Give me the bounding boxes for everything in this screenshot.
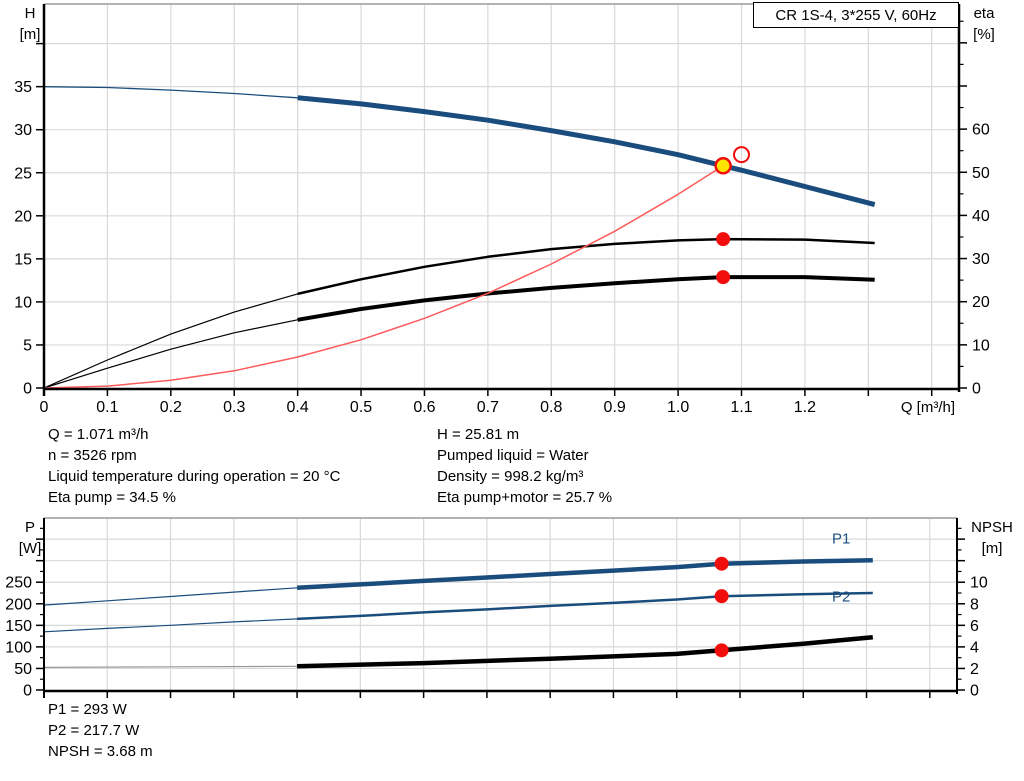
svg-text:5: 5 xyxy=(23,337,32,354)
power-data-text: P1 = 293 W P2 = 217.7 W NPSH = 3.68 m xyxy=(48,699,153,762)
svg-text:0.4: 0.4 xyxy=(287,399,309,416)
svg-text:250: 250 xyxy=(5,575,32,592)
operating-data-right: H = 25.81 m Pumped liquid = Water Densit… xyxy=(437,424,612,508)
p1-curve xyxy=(43,587,298,606)
p1-duty-dot xyxy=(714,556,729,571)
svg-text:50: 50 xyxy=(972,165,990,182)
p2-duty-dot xyxy=(714,589,729,604)
svg-text:30: 30 xyxy=(14,122,32,139)
svg-text:0.8: 0.8 xyxy=(540,399,562,416)
power-npsh-chart: 0 50 100 150 200 250 0 2 4 6 8 10 P [W] NPSH [m] P1 P2 xyxy=(5,517,1013,698)
svg-text:0.3: 0.3 xyxy=(223,399,245,416)
curve-labels: P1 P2 xyxy=(832,530,850,605)
svg-text:20: 20 xyxy=(972,294,990,311)
eta-pump-curve xyxy=(43,293,298,389)
svg-text:NPSH: NPSH xyxy=(971,519,1013,536)
head-curve xyxy=(43,86,298,99)
eta-pump-motor-curve xyxy=(43,319,298,389)
eta-pump-motor-curve xyxy=(297,275,875,322)
svg-text:Q [m³/h]: Q [m³/h] xyxy=(901,399,955,416)
svg-text:0.9: 0.9 xyxy=(604,399,626,416)
svg-text:8: 8 xyxy=(970,596,979,613)
info-line-h: H = 25.81 m xyxy=(437,426,520,443)
info-line-q: Q = 1.071 m³/h xyxy=(48,426,149,443)
svg-text:0: 0 xyxy=(972,381,981,398)
axis-titles: H [m] eta [%] Q [m³/h] xyxy=(20,5,996,416)
chart-title-box: CR 1S-4, 3*255 V, 60Hz xyxy=(753,2,959,28)
hq-eta-chart: 0 0.1 0.2 0.3 0.4 0.5 0.6 0.7 0.8 0.9 1.0 1.1 1.2 0 5 1… xyxy=(14,3,996,416)
curves xyxy=(43,557,874,669)
eta-pump-duty-dot xyxy=(716,232,731,247)
duty-markers xyxy=(714,146,751,285)
svg-text:40: 40 xyxy=(972,208,990,225)
svg-text:25: 25 xyxy=(14,165,32,182)
svg-text:20: 20 xyxy=(14,208,32,225)
svg-text:1.0: 1.0 xyxy=(667,399,689,416)
svg-text:0.1: 0.1 xyxy=(96,399,118,416)
svg-text:4: 4 xyxy=(970,639,979,656)
svg-text:0.2: 0.2 xyxy=(160,399,182,416)
svg-text:H: H xyxy=(25,5,36,22)
svg-text:2: 2 xyxy=(970,661,979,678)
p2-curve xyxy=(43,618,298,633)
axis-titles: P [W] NPSH [m] xyxy=(19,519,1013,557)
curves xyxy=(43,86,876,389)
svg-text:35: 35 xyxy=(14,79,32,96)
p1-curve xyxy=(296,557,873,591)
eta-pump-curve xyxy=(297,237,875,296)
requested-duty-point xyxy=(733,146,751,164)
svg-text:[m]: [m] xyxy=(20,26,41,43)
svg-text:P2: P2 xyxy=(832,589,850,606)
duty-point xyxy=(714,157,732,175)
svg-text:0: 0 xyxy=(970,683,979,699)
svg-text:0.7: 0.7 xyxy=(477,399,499,416)
svg-text:200: 200 xyxy=(5,596,32,613)
npsh-duty-dot xyxy=(714,643,729,658)
info-line-eta-pump-motor: Eta pump+motor = 25.7 % xyxy=(437,489,613,506)
svg-text:0.5: 0.5 xyxy=(350,399,372,416)
svg-text:0: 0 xyxy=(23,381,32,398)
svg-text:10: 10 xyxy=(970,575,988,592)
info-line-p2: P2 = 217.7 W xyxy=(48,722,140,739)
eta-pump-motor-duty-dot xyxy=(716,270,731,285)
svg-text:P: P xyxy=(25,519,35,536)
info-line-p1: P1 = 293 W xyxy=(48,701,127,718)
info-line-npsh: NPSH = 3.68 m xyxy=(48,743,153,760)
axes: 0 0.1 0.2 0.3 0.4 0.5 0.6 0.7 0.8 0.9 1.0 1.1 1.2 0 5 1… xyxy=(14,4,990,416)
svg-text:1.2: 1.2 xyxy=(794,399,816,416)
svg-text:[W]: [W] xyxy=(19,540,42,557)
svg-text:[%]: [%] xyxy=(973,26,995,43)
svg-text:eta: eta xyxy=(974,5,996,22)
svg-text:0: 0 xyxy=(40,399,49,416)
svg-text:6: 6 xyxy=(970,618,979,635)
axes: 0 50 100 150 200 250 0 2 4 6 8 10 xyxy=(5,518,988,698)
system-curve xyxy=(43,165,724,389)
gridlines xyxy=(44,517,957,690)
info-line-eta-pump: Eta pump = 34.5 % xyxy=(48,489,176,506)
svg-text:10: 10 xyxy=(972,337,990,354)
svg-text:0.6: 0.6 xyxy=(413,399,435,416)
svg-text:30: 30 xyxy=(972,251,990,268)
svg-text:60: 60 xyxy=(972,122,990,139)
svg-text:50: 50 xyxy=(14,661,32,678)
svg-text:150: 150 xyxy=(5,618,32,635)
svg-text:0: 0 xyxy=(23,683,32,699)
operating-data-left: Q = 1.071 m³/h n = 3526 rpm Liquid tempe… xyxy=(48,424,340,508)
info-line-n: n = 3526 rpm xyxy=(48,447,137,464)
svg-text:100: 100 xyxy=(5,639,32,656)
head-curve xyxy=(297,95,876,208)
npsh-curve xyxy=(43,665,298,668)
info-line-density: Density = 998.2 kg/m³ xyxy=(437,468,584,485)
svg-text:15: 15 xyxy=(14,251,32,268)
info-line-pumped-liquid: Pumped liquid = Water xyxy=(437,447,589,464)
npsh-curve xyxy=(297,634,874,669)
duty-markers xyxy=(714,556,729,658)
p2-curve xyxy=(297,591,873,621)
svg-text:10: 10 xyxy=(14,294,32,311)
info-line-liquid-temp: Liquid temperature during operation = 20… xyxy=(48,468,341,485)
svg-text:[m]: [m] xyxy=(982,540,1003,557)
svg-text:P1: P1 xyxy=(832,530,850,547)
svg-text:1.1: 1.1 xyxy=(730,399,752,416)
